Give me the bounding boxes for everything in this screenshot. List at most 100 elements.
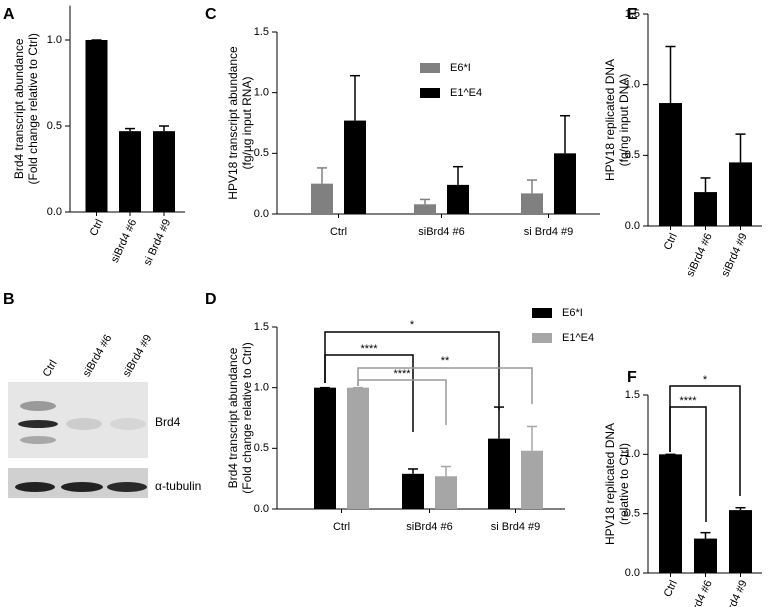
bar	[414, 204, 436, 214]
lane-label: Ctrl	[41, 358, 60, 379]
x-tick-label: si Brd4 #9	[142, 217, 174, 267]
x-tick-label: siBrd4 #6	[406, 521, 452, 533]
legend-swatch	[532, 333, 552, 343]
y-tick-label: 1.0	[625, 448, 640, 460]
blot-band	[15, 482, 55, 492]
band-label: α-tubulin	[155, 479, 201, 493]
x-tick-label: Ctrl	[330, 226, 347, 238]
y-tick-label: 1.5	[254, 26, 269, 38]
x-tick-label: siBrd4 #6	[684, 578, 715, 607]
y-tick-label: 0.0	[47, 206, 62, 218]
bar	[694, 538, 717, 573]
bar	[402, 473, 424, 509]
y-axis-title: Brd4 transcript abundance	[226, 347, 240, 488]
bar	[85, 40, 108, 212]
y-axis-title: Brd4 transcript abundance	[12, 38, 26, 179]
x-tick-label: Ctrl	[88, 217, 106, 238]
bar	[521, 450, 543, 509]
significance-label: ****	[360, 343, 378, 355]
y-tick-label: 1.5	[625, 8, 640, 20]
blot-band	[20, 401, 56, 411]
bar	[119, 131, 141, 212]
blot-band	[61, 482, 103, 492]
panel-letter: C	[205, 6, 217, 23]
x-tick-label: Ctrl	[662, 578, 680, 599]
bar	[694, 192, 717, 226]
bar	[659, 454, 682, 573]
panel-letter: A	[3, 6, 15, 23]
bar	[344, 120, 366, 214]
bar	[347, 387, 369, 509]
blot-band	[18, 420, 58, 428]
significance-label: *	[410, 319, 415, 331]
significance-bracket	[324, 354, 414, 432]
legend-swatch	[532, 308, 552, 318]
lane-label: siBrd4 #9	[121, 333, 155, 379]
y-tick-label: 0.0	[254, 208, 269, 220]
y-tick-label: 1.0	[254, 87, 269, 99]
x-tick-label: siBrd4 #6	[684, 231, 715, 278]
x-tick-label: siBrd4 #9	[719, 578, 750, 607]
bar	[488, 438, 510, 509]
y-tick-label: 0.5	[625, 508, 640, 520]
legend-label: E1^E4	[450, 87, 482, 99]
panel-letter: E	[627, 6, 638, 23]
y-axis-title: HPV18 replicated DNA	[603, 59, 617, 181]
blot-band	[107, 482, 147, 492]
x-tick-label: Ctrl	[662, 231, 680, 252]
legend-label: E1^E4	[562, 332, 594, 344]
significance-label: **	[441, 355, 450, 367]
bar	[311, 183, 333, 214]
bar	[554, 153, 576, 214]
x-tick-label: siBrd4 #9	[719, 231, 750, 278]
bar	[314, 387, 336, 509]
y-axis-title: (relative to Ctrl)	[617, 443, 631, 525]
y-tick-label: 0.0	[254, 503, 269, 515]
bar	[153, 131, 175, 212]
lane-label: siBrd4 #6	[81, 333, 115, 379]
blot-band	[110, 418, 146, 430]
x-tick-label: si Brd4 #9	[491, 521, 541, 533]
panel-letter: F	[627, 369, 637, 386]
significance-label: ****	[679, 395, 697, 407]
panel-letter: B	[3, 291, 15, 308]
significance-bracket	[357, 367, 533, 404]
y-axis-title: HPV18 transcript abundance	[226, 46, 240, 200]
y-axis-title: (Fold change relative to Ctrl)	[26, 33, 40, 184]
legend-swatch	[420, 88, 440, 98]
bar	[729, 162, 752, 226]
legend-swatch	[420, 63, 440, 73]
bar	[447, 184, 469, 214]
y-tick-label: 1.0	[254, 382, 269, 394]
y-tick-label: 0.0	[625, 567, 640, 579]
y-tick-label: 0.5	[47, 120, 62, 132]
y-tick-label: 0.0	[625, 220, 640, 232]
blot-band	[20, 436, 56, 444]
y-axis-title: HPV18 replicated DNA	[603, 423, 617, 545]
y-axis-title: (fg/ng input DNA)	[617, 74, 631, 167]
bar	[729, 510, 752, 573]
panel-letter: D	[205, 291, 217, 308]
x-tick-label: siBrd4 #6	[109, 217, 140, 264]
significance-bracket	[357, 379, 447, 425]
y-tick-label: 1.0	[47, 34, 62, 46]
legend-label: E6*I	[450, 62, 471, 74]
significance-label: ****	[393, 368, 411, 380]
x-tick-label: siBrd4 #6	[418, 226, 464, 238]
blot-band	[66, 418, 102, 430]
band-label: Brd4	[155, 415, 181, 429]
bar	[435, 476, 457, 509]
y-tick-label: 1.5	[254, 321, 269, 333]
significance-label: *	[703, 374, 708, 386]
blot: B Ctrl siBrd4 #6 siBrd4 #9 Brd4 α-tubuli…	[3, 291, 201, 498]
bar	[521, 193, 543, 214]
y-tick-label: 0.5	[625, 149, 640, 161]
x-tick-label: si Brd4 #9	[524, 226, 574, 238]
y-tick-label: 1.0	[625, 79, 640, 91]
y-axis-title: (Fold change relative to Ctrl)	[240, 342, 254, 493]
legend-label: E6*I	[562, 307, 583, 319]
y-tick-label: 0.5	[254, 147, 269, 159]
y-tick-label: 1.5	[625, 389, 640, 401]
y-tick-label: 0.5	[254, 442, 269, 454]
